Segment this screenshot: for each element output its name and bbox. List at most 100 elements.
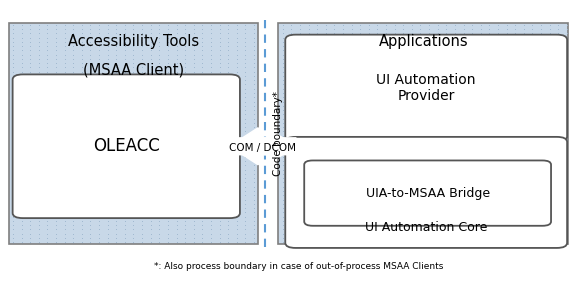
- Point: [172, 103, 181, 108]
- Point: [484, 129, 494, 133]
- Point: [121, 210, 130, 214]
- Point: [347, 108, 356, 112]
- Point: [390, 91, 399, 95]
- Point: [562, 44, 571, 48]
- Point: [312, 240, 321, 244]
- Point: [545, 172, 554, 176]
- Point: [510, 112, 519, 116]
- Point: [155, 99, 164, 104]
- Point: [476, 44, 485, 48]
- Point: [424, 201, 433, 206]
- Point: [450, 193, 459, 197]
- Point: [180, 201, 189, 206]
- Point: [355, 218, 364, 223]
- Point: [312, 82, 321, 87]
- Point: [8, 197, 17, 202]
- Point: [484, 120, 494, 125]
- Point: [197, 240, 207, 244]
- Point: [207, 159, 216, 163]
- Point: [355, 95, 364, 99]
- Point: [502, 154, 511, 159]
- Point: [60, 52, 69, 57]
- Point: [329, 22, 339, 27]
- Point: [338, 154, 347, 159]
- Point: [224, 227, 233, 231]
- Point: [519, 120, 528, 125]
- Point: [536, 125, 545, 129]
- Point: [459, 193, 468, 197]
- Point: [433, 180, 442, 185]
- Point: [519, 39, 528, 44]
- Point: [416, 116, 425, 121]
- Point: [207, 214, 216, 219]
- Point: [553, 193, 563, 197]
- Point: [129, 57, 138, 61]
- Point: [441, 223, 451, 227]
- Point: [493, 172, 502, 176]
- Point: [155, 154, 164, 159]
- Point: [510, 31, 519, 36]
- Point: [373, 82, 382, 87]
- Point: [355, 189, 364, 193]
- Point: [146, 167, 155, 172]
- Point: [249, 22, 258, 27]
- Point: [232, 235, 242, 240]
- Point: [60, 35, 69, 40]
- Point: [329, 61, 339, 65]
- Point: [364, 176, 373, 180]
- Point: [232, 82, 242, 87]
- Point: [476, 172, 485, 176]
- Point: [189, 163, 199, 168]
- Point: [146, 218, 155, 223]
- Point: [103, 218, 112, 223]
- Point: [338, 48, 347, 53]
- Point: [278, 227, 287, 231]
- Point: [355, 78, 364, 82]
- Point: [111, 227, 121, 231]
- Point: [129, 137, 138, 142]
- Point: [553, 184, 563, 189]
- Point: [407, 227, 416, 231]
- Point: [8, 240, 17, 244]
- Point: [17, 142, 26, 146]
- Point: [484, 125, 494, 129]
- Point: [450, 39, 459, 44]
- Point: [197, 57, 207, 61]
- Point: [189, 99, 199, 104]
- Point: [215, 214, 224, 219]
- Point: [459, 180, 468, 185]
- Point: [86, 206, 95, 210]
- Point: [86, 133, 95, 138]
- Point: [502, 91, 511, 95]
- Point: [373, 218, 382, 223]
- Point: [137, 39, 146, 44]
- Point: [189, 112, 199, 116]
- Point: [321, 103, 330, 108]
- Point: [536, 210, 545, 214]
- Point: [278, 61, 287, 65]
- Point: [137, 240, 146, 244]
- Point: [232, 99, 242, 104]
- Point: [172, 78, 181, 82]
- Point: [553, 210, 563, 214]
- Point: [562, 206, 571, 210]
- Point: [232, 218, 242, 223]
- Point: [424, 227, 433, 231]
- Point: [562, 95, 571, 99]
- Point: [329, 69, 339, 74]
- Point: [553, 197, 563, 202]
- Point: [519, 214, 528, 219]
- Point: [69, 146, 78, 151]
- Point: [416, 95, 425, 99]
- Point: [189, 65, 199, 70]
- Point: [111, 210, 121, 214]
- Point: [146, 133, 155, 138]
- Point: [52, 231, 61, 236]
- Point: [60, 146, 69, 151]
- Point: [381, 108, 390, 112]
- Point: [249, 69, 258, 74]
- Point: [197, 120, 207, 125]
- Point: [329, 74, 339, 78]
- Point: [25, 69, 34, 74]
- Point: [172, 52, 181, 57]
